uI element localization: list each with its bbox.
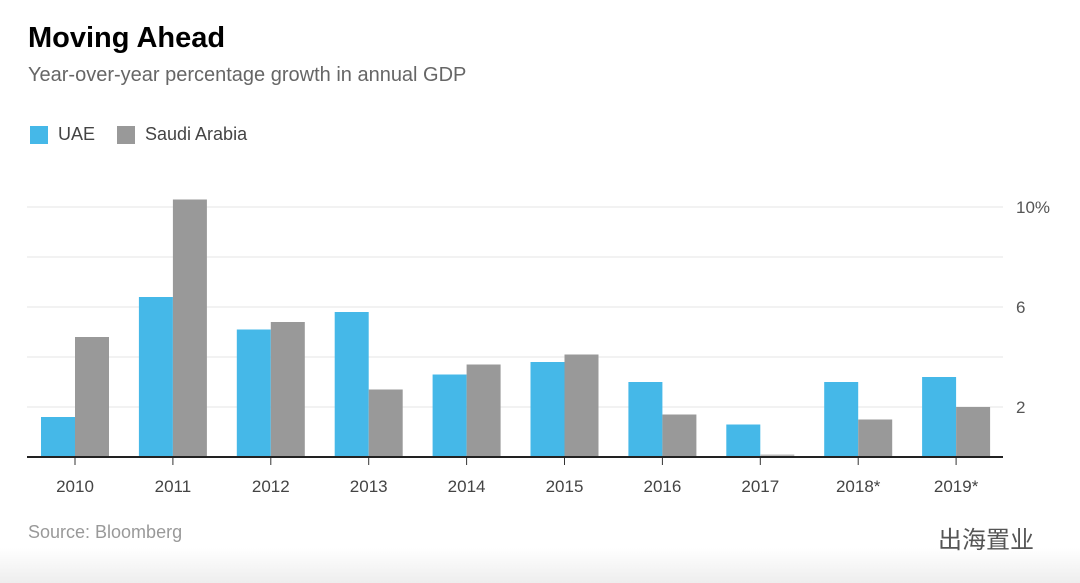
legend-item-saudi: Saudi Arabia [117, 124, 247, 145]
legend-label-uae: UAE [58, 124, 96, 144]
chart-title: Moving Ahead [28, 22, 226, 54]
bar-saudi [662, 414, 697, 457]
x-tick-label: 2012 [252, 477, 290, 496]
bar-uae [824, 382, 859, 457]
x-tick-label: 2018* [836, 477, 881, 496]
bar-saudi [270, 322, 305, 457]
bar-saudi [466, 364, 501, 457]
bar-uae [922, 377, 957, 457]
x-tick-label: 2016 [643, 477, 681, 496]
bottom-band [0, 548, 1080, 583]
x-tick-label: 2011 [155, 477, 192, 496]
legend-label-saudi: Saudi Arabia [145, 124, 248, 144]
bar-saudi [564, 354, 599, 457]
legend-swatch-saudi [117, 125, 135, 144]
bar-uae [628, 382, 663, 457]
bar-uae [236, 329, 271, 457]
x-tick-label: 2017 [741, 477, 779, 496]
legend-swatch-uae [30, 125, 48, 144]
x-tick-label: 2014 [448, 477, 486, 496]
bar-saudi [75, 337, 109, 457]
bar-uae [530, 362, 565, 457]
bar-saudi [858, 419, 893, 457]
x-tick-label: 2019* [934, 477, 979, 496]
bar-saudi [368, 389, 403, 457]
bar-uae [726, 424, 761, 457]
x-tick-label: 2013 [350, 477, 388, 496]
y-tick-label: 6 [1016, 298, 1025, 317]
x-tick-label: 2010 [56, 477, 94, 496]
bar-uae [432, 374, 467, 457]
watermark: 出海置业 [938, 527, 1034, 554]
y-tick-label: 10% [1016, 198, 1050, 217]
chart-subtitle: Year-over-year percentage growth in annu… [28, 64, 467, 86]
legend-item-uae: UAE [30, 124, 95, 145]
x-tick-label: 2015 [546, 477, 584, 496]
bar-saudi [760, 454, 795, 457]
bar-saudi [172, 199, 207, 457]
source-note: Source: Bloomberg [28, 522, 183, 542]
bar-uae [138, 297, 173, 457]
bar-saudi [956, 407, 991, 457]
bar-uae [334, 312, 369, 457]
bar-uae [41, 417, 75, 457]
y-tick-label: 2 [1016, 398, 1025, 417]
